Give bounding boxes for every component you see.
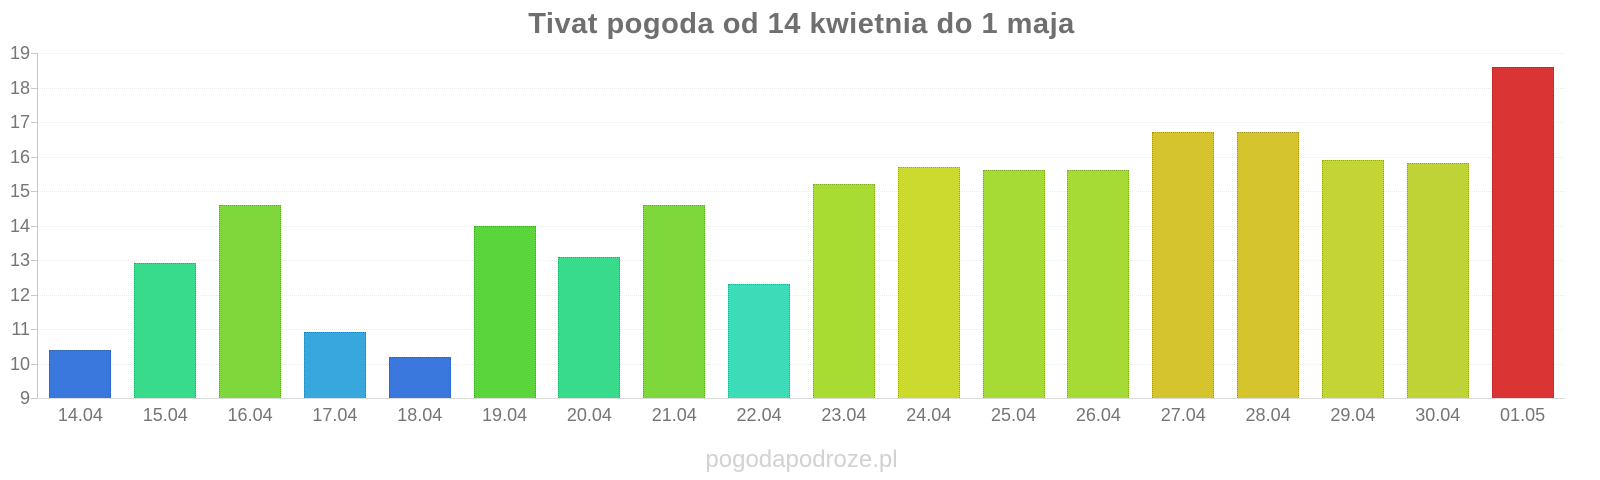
y-tick-label-16: 16: [9, 146, 30, 167]
gridline-17: [38, 122, 1565, 123]
y-tick-label-12: 12: [9, 284, 30, 305]
bar-14.04[interactable]: [49, 349, 112, 398]
y-tick-label-10: 10: [9, 353, 30, 374]
bar-17.04[interactable]: [303, 332, 366, 398]
x-tick-label-29.04: 29.04: [1330, 405, 1376, 425]
bar-20.04[interactable]: [558, 256, 621, 398]
gridline-18: [38, 87, 1565, 89]
gridline-14: [38, 225, 1565, 227]
x-tick-label-20.04: 20.04: [566, 405, 612, 425]
bar-15.04[interactable]: [134, 263, 197, 398]
x-tick-label-15.04: 15.04: [142, 405, 188, 425]
gridline-16: [38, 156, 1565, 158]
y-tick-11: [31, 329, 37, 330]
gridline-12: [38, 294, 1565, 296]
bar-28.04[interactable]: [1237, 132, 1300, 398]
y-tick-label-14: 14: [9, 215, 30, 236]
x-tick-label-14.04: 14.04: [57, 405, 103, 425]
x-tick-label-16.04: 16.04: [227, 405, 273, 425]
y-tick-17: [31, 122, 37, 123]
y-tick-label-19: 19: [9, 43, 30, 63]
y-tick-label-15: 15: [9, 181, 30, 201]
gridline-19: [38, 53, 1565, 54]
y-axis-line: [37, 53, 38, 399]
x-tick-label-27.04: 27.04: [1160, 405, 1206, 425]
y-tick-14: [31, 225, 37, 227]
x-tick-label-01.05: 01.05: [1500, 405, 1546, 425]
y-tick-16: [31, 156, 37, 158]
x-tick-label-18.04: 18.04: [397, 405, 443, 425]
y-tick-label-11: 11: [11, 319, 30, 339]
x-tick-label-24.04: 24.04: [906, 405, 952, 425]
bar-23.04[interactable]: [812, 184, 875, 398]
x-axis-line: [37, 398, 1565, 399]
watermark: pogodapodroze.pl: [705, 446, 898, 473]
x-tick-label-26.04: 26.04: [1075, 405, 1121, 425]
y-tick-18: [31, 87, 37, 89]
y-tick-10: [31, 363, 37, 365]
bar-27.04[interactable]: [1152, 132, 1215, 398]
y-tick-15: [31, 191, 37, 192]
y-tick-19: [31, 53, 37, 54]
bar-16.04[interactable]: [219, 204, 282, 398]
bar-01.05[interactable]: [1491, 66, 1554, 398]
y-tick-label-13: 13: [9, 250, 30, 270]
bar-29.04[interactable]: [1321, 159, 1384, 398]
gridline-13: [38, 260, 1565, 261]
bar-19.04[interactable]: [473, 225, 536, 398]
x-tick-label-19.04: 19.04: [482, 405, 528, 425]
chart-title: Tivat pogoda od 14 kwietnia do 1 maja: [528, 8, 1075, 40]
x-tick-label-23.04: 23.04: [821, 405, 867, 425]
x-tick-label-28.04: 28.04: [1245, 405, 1291, 425]
gridline-15: [38, 191, 1565, 192]
y-tick-9: [31, 398, 37, 399]
y-tick-13: [31, 260, 37, 261]
y-tick-label-9: 9: [19, 388, 30, 408]
gridline-10: [38, 363, 1565, 365]
bar-30.04[interactable]: [1406, 163, 1469, 398]
x-tick-label-21.04: 21.04: [651, 405, 697, 425]
bar-26.04[interactable]: [1067, 170, 1130, 398]
x-tick-label-30.04: 30.04: [1415, 405, 1461, 425]
plot-area: 19 18 17 16 15 14 13 12 11 10 9 14.04 15.04 16.04 17.…: [10, 44, 1565, 425]
bar-18.04[interactable]: [388, 356, 451, 398]
bar-21.04[interactable]: [643, 204, 706, 398]
x-tick-label-22.04: 22.04: [736, 405, 782, 425]
bar-25.04[interactable]: [982, 170, 1045, 398]
gridline-11: [38, 329, 1565, 330]
bar-22.04[interactable]: [728, 284, 791, 398]
bar-24.04[interactable]: [897, 166, 960, 398]
x-tick-label-17.04: 17.04: [312, 405, 358, 425]
y-tick-12: [31, 294, 37, 296]
x-tick-label-25.04: 25.04: [991, 405, 1037, 425]
y-tick-label-17: 17: [9, 112, 30, 132]
y-tick-label-18: 18: [9, 77, 30, 98]
